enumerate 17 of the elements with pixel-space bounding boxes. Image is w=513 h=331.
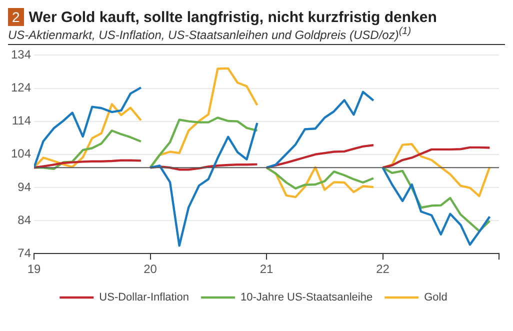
- legend-label: US-Dollar-Inflation: [99, 292, 190, 304]
- text: 2: [8, 8, 24, 26]
- y-tick-label: 114: [12, 114, 32, 128]
- y-tick-label: 134: [10, 48, 32, 62]
- y-tick-label: 94: [18, 180, 32, 194]
- chart-subtitle: US-Aktienmarkt, US-Inflation, US-Staatsanleihen und Goldpreis (USD/oz)$^{(1)}$: [8, 26, 505, 45]
- y-tick-label: 124: [10, 80, 32, 95]
- x-tick-label: 20: [144, 262, 158, 276]
- y-tick-label: 104: [10, 146, 32, 161]
- y-tick-label: 84: [18, 212, 32, 227]
- legend-label: 10-Jahre US-Staatsanleihe: [240, 292, 373, 304]
- legend-label: Gold: [424, 292, 448, 304]
- x-tick-label: 22: [376, 262, 390, 276]
- x-tick-label: 19: [27, 262, 42, 276]
- y-tick-label: 74: [18, 246, 32, 260]
- x-tick-label: 21: [260, 262, 274, 276]
- chart-title: Wer Gold kauft, sollte langfristig, nicht kurzfristig denken: [28, 8, 437, 26]
